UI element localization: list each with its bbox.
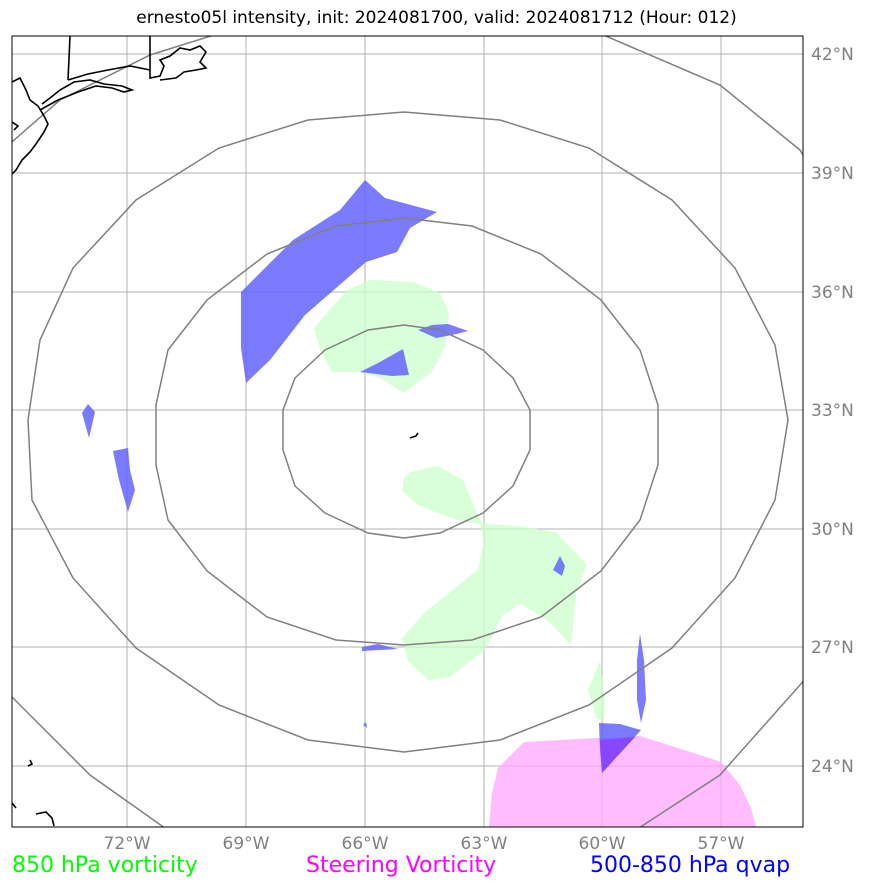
lat-tick-label: 27°N [811, 638, 854, 658]
lon-gridlines [126, 36, 722, 827]
lat-tick-labels: 42°N 39°N 36°N 33°N 30°N 27°N 24°N [811, 45, 854, 777]
qvap-area-1 [241, 180, 437, 383]
lat-tick-label: 24°N [811, 757, 854, 777]
range-rings [12, 36, 803, 827]
lon-tick-label: 63°W [461, 834, 508, 854]
qvap-area-5 [113, 448, 135, 512]
steering-vorticity-area [489, 736, 756, 827]
legend-qvap: 500-850 hPa qvap [590, 853, 791, 878]
qvap-steering-overlap [600, 737, 635, 773]
coastlines [12, 36, 419, 827]
vorticity-850-areas [314, 280, 605, 722]
lon-tick-label: 72°W [104, 834, 151, 854]
qvap-area-4 [82, 404, 95, 438]
lon-tick-label: 60°W [579, 834, 626, 854]
qvap-area-10 [363, 722, 367, 728]
lon-tick-label: 57°W [698, 834, 745, 854]
qvap-area-3 [360, 349, 409, 376]
range-ring-1 [282, 324, 531, 539]
lat-tick-label: 42°N [811, 45, 854, 65]
lon-tick-label: 66°W [342, 834, 389, 854]
vorticity-850-area-south [402, 466, 587, 680]
legend-850-vorticity: 850 hPa vorticity [12, 853, 198, 878]
qvap-area-6 [553, 556, 565, 576]
lat-tick-label: 33°N [811, 401, 854, 421]
vorticity-850-area-north [314, 280, 449, 393]
lat-tick-label: 36°N [811, 283, 854, 303]
map-frame [11, 35, 804, 828]
map-title: ernesto05l intensity, init: 2024081700, … [136, 8, 737, 28]
qvap-area-8 [637, 634, 646, 723]
lon-tick-labels: 72°W 69°W 66°W 63°W 60°W 57°W [104, 834, 745, 854]
steering-vorticity-areas [489, 736, 756, 827]
lat-tick-label: 39°N [811, 164, 854, 184]
vorticity-850-area-east [588, 660, 605, 722]
lat-tick-label: 30°N [811, 520, 854, 540]
lat-gridlines [12, 53, 803, 767]
range-ring-3 [27, 111, 789, 753]
legend-steering-vorticity: Steering Vorticity [306, 853, 497, 878]
range-ring-2 [155, 217, 659, 646]
qvap-area-7 [362, 644, 398, 651]
lon-tick-label: 69°W [223, 834, 270, 854]
